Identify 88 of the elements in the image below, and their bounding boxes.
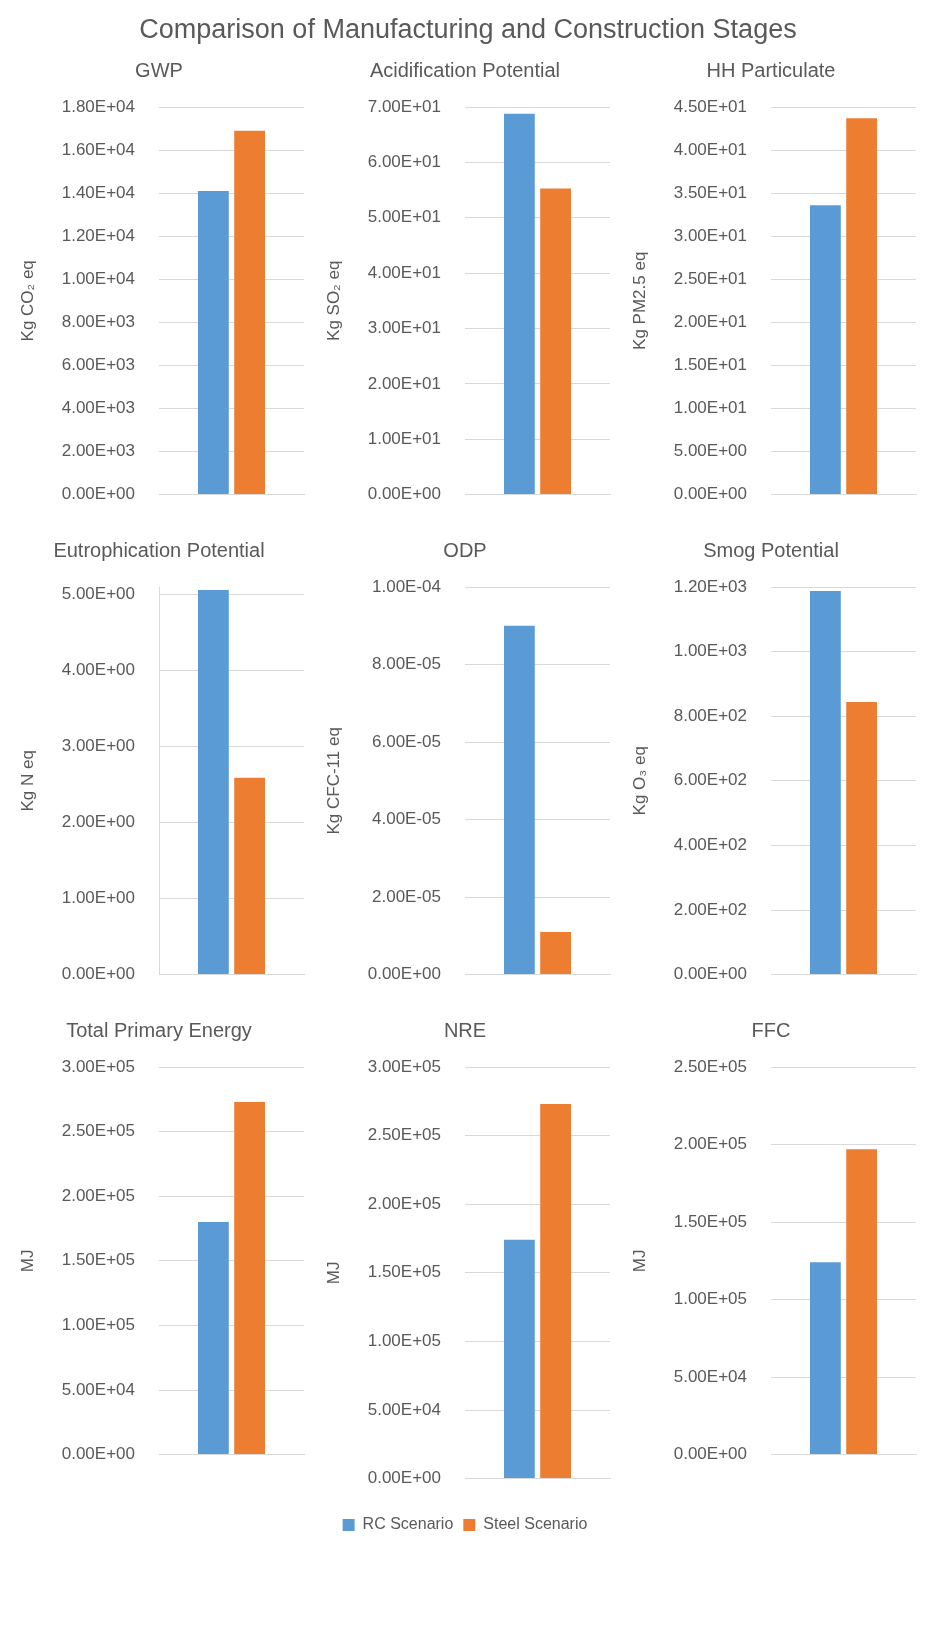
y-tick-label: 2.00E+05 [61, 1185, 135, 1205]
y-tick-label: 0.00E+00 [61, 484, 135, 504]
y-tick-label: 2.50E+05 [367, 1125, 441, 1145]
y-tick-label: 1.50E+05 [61, 1250, 135, 1270]
y-tick-label: 5.00E+00 [61, 584, 135, 604]
y-tick-label: 1.40E+04 [61, 182, 135, 202]
y-tick-label: 1.00E+05 [673, 1289, 747, 1309]
y-tick-label: 2.00E+05 [367, 1193, 441, 1213]
chart-title: Total Primary Energy [66, 1018, 252, 1041]
y-tick-label: 1.00E+03 [673, 641, 747, 661]
y-tick-label: 1.00E+00 [61, 888, 135, 908]
y-tick-label: 3.00E+01 [673, 225, 747, 245]
chart-title: NRE [443, 1018, 487, 1041]
y-tick-label: 0.00E+00 [673, 484, 747, 504]
y-tick-label: 6.00E+03 [61, 355, 135, 375]
y-tick-label: 1.50E+01 [673, 355, 747, 375]
chart-title: ODP [443, 538, 487, 561]
y-tick-label: 6.00E+02 [673, 770, 747, 790]
y-tick-label: 3.00E+05 [61, 1056, 135, 1076]
y-tick-label: 1.00E+01 [367, 428, 441, 448]
y-tick-label: 0.00E+00 [367, 1468, 441, 1488]
y-axis-title: Kg PM2.5 eq [629, 251, 649, 350]
y-axis-title: Kg CO₂ eq [17, 260, 37, 342]
y-axis-title: Kg SO₂ eq [323, 260, 343, 341]
y-tick-label: 4.00E+02 [673, 835, 747, 855]
y-tick-label: 0.00E+00 [673, 1444, 747, 1464]
chart-title: Eutrophication Potential [53, 538, 265, 561]
y-tick-label: 1.60E+04 [61, 139, 135, 159]
y-tick-label: 1.20E+04 [61, 225, 135, 245]
text: Comparison of Manufacturing and Construction Stages [139, 14, 797, 44]
y-tick-label: 4.50E+01 [673, 96, 747, 116]
y-tick-label: 4.00E+01 [367, 262, 441, 282]
y-tick-label: 5.00E+04 [673, 1366, 747, 1386]
y-tick-label: 2.00E+01 [367, 373, 441, 393]
y-axis-title: MJ [629, 1249, 649, 1273]
chart-title: FFC [751, 1018, 791, 1041]
y-tick-label: 5.00E+00 [673, 441, 747, 461]
chart-title: Smog Potential [703, 538, 839, 561]
y-tick-label: 2.00E+05 [673, 1134, 747, 1154]
y-tick-label: 3.00E+05 [367, 1056, 441, 1076]
y-tick-label: 0.00E+00 [673, 964, 747, 984]
y-tick-label: 2.00E+02 [673, 899, 747, 919]
y-tick-label: 6.00E+01 [367, 152, 441, 172]
y-tick-label: 2.50E+05 [673, 1056, 747, 1076]
y-tick-label: 1.00E+04 [61, 268, 135, 288]
y-tick-label: 4.00E-05 [372, 809, 441, 829]
y-tick-label: 1.80E+04 [61, 96, 135, 116]
y-tick-label: 0.00E+00 [61, 964, 135, 984]
chart-title: GWP [135, 58, 183, 81]
y-tick-label: 1.50E+05 [673, 1211, 747, 1231]
y-tick-label: 4.00E+03 [61, 398, 135, 418]
y-tick-label: 5.00E+04 [367, 1399, 441, 1419]
y-tick-label: 2.00E-05 [372, 886, 441, 906]
y-tick-label: 2.00E+01 [673, 312, 747, 332]
y-axis-title: Kg N eq [17, 750, 37, 812]
y-tick-label: 2.00E+00 [61, 812, 135, 832]
y-tick-label: 1.20E+03 [673, 576, 747, 596]
y-tick-label: 0.00E+00 [61, 1444, 135, 1464]
y-tick-label: 4.00E+00 [61, 660, 135, 680]
legend-label: Steel Scenario [483, 1515, 588, 1533]
y-tick-label: 0.00E+00 [367, 964, 441, 984]
y-axis-title: Kg CFC-11 eq [323, 727, 343, 835]
y-axis-title: MJ [323, 1261, 343, 1285]
y-tick-label: 8.00E+03 [61, 312, 135, 332]
y-tick-label: 3.00E+00 [61, 736, 135, 756]
y-tick-label: 1.00E+05 [61, 1315, 135, 1335]
y-tick-label: 6.00E-05 [372, 731, 441, 751]
y-tick-label: 8.00E+02 [673, 705, 747, 725]
y-tick-label: 2.00E+03 [61, 441, 135, 461]
y-tick-label: 2.50E+05 [61, 1121, 135, 1141]
y-tick-label: 3.50E+01 [673, 182, 747, 202]
y-tick-label: 5.00E+04 [61, 1379, 135, 1399]
y-axis-title: Kg O₃ eq [629, 746, 649, 816]
y-tick-label: 2.50E+01 [673, 268, 747, 288]
chart-title: Acidification Potential [369, 58, 561, 81]
legend-label: RC Scenario [362, 1515, 454, 1533]
y-tick-label: 1.00E+05 [367, 1331, 441, 1351]
y-tick-label: 0.00E+00 [367, 484, 441, 504]
y-tick-label: 1.00E+01 [673, 398, 747, 418]
chart-title: HH Particulate [706, 58, 836, 81]
y-tick-label: 1.00E-04 [372, 576, 441, 596]
y-tick-label: 1.50E+05 [367, 1262, 441, 1282]
y-tick-label: 4.00E+01 [673, 139, 747, 159]
y-axis-title: MJ [17, 1249, 37, 1273]
y-tick-label: 8.00E-05 [372, 654, 441, 674]
y-tick-label: 3.00E+01 [367, 318, 441, 338]
y-tick-label: 7.00E+01 [367, 96, 441, 116]
y-tick-label: 5.00E+01 [367, 207, 441, 227]
